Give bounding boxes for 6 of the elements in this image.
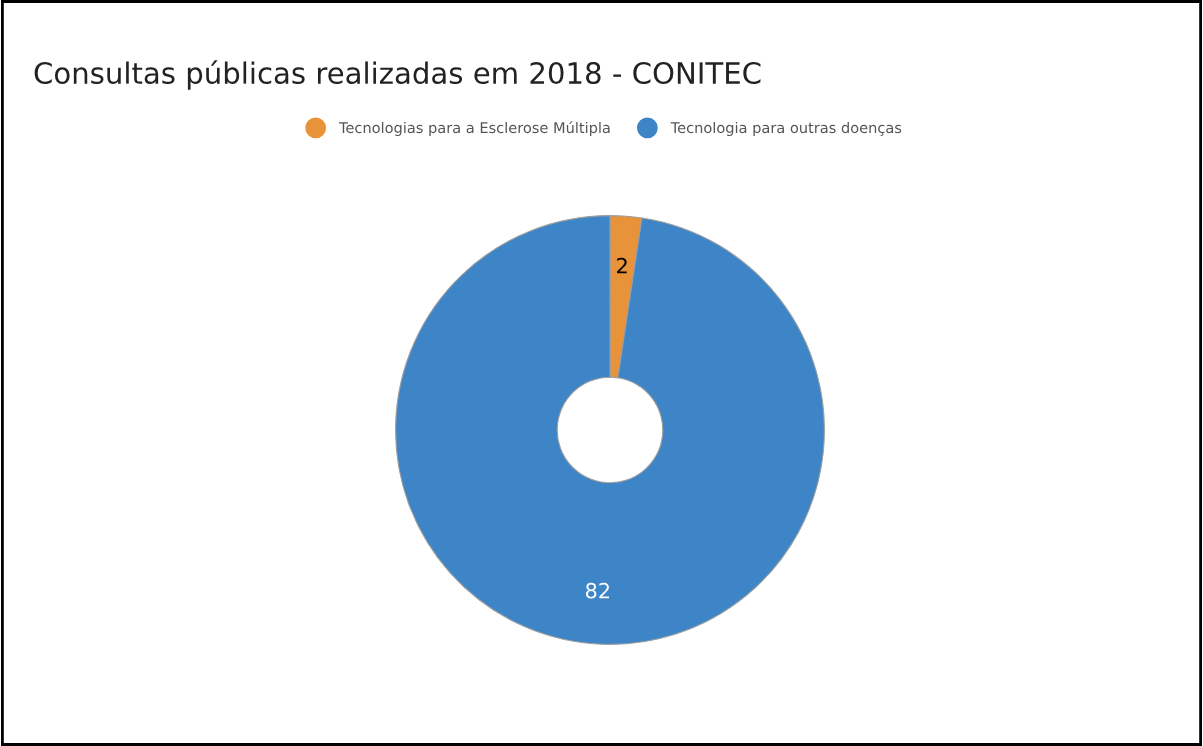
chart-title: Consultas públicas realizadas em 2018 - CONITEC bbox=[34, 60, 761, 90]
legend-label: Tecnologia para outras doenças bbox=[670, 121, 902, 136]
donut-slice bbox=[395, 215, 825, 645]
legend-label: Tecnologias para a Esclerose Múltipla bbox=[338, 121, 610, 136]
data-label: 82 bbox=[585, 582, 609, 599]
data-label: 2 bbox=[617, 257, 627, 274]
